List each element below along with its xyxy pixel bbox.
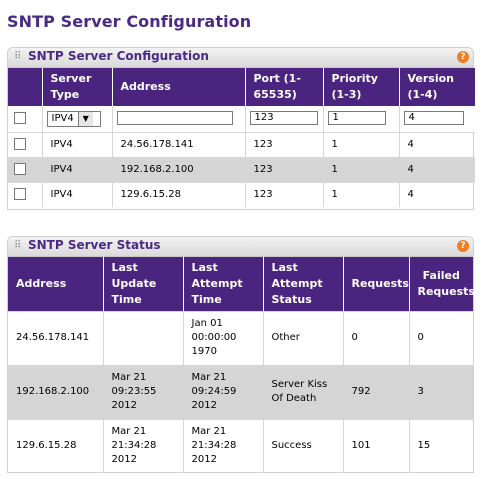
requests-header: Requests bbox=[343, 257, 410, 311]
config-table: Server Type Address Port (1-65535) Prior… bbox=[8, 68, 475, 207]
server-type-header: Server Type bbox=[42, 68, 113, 106]
version-cell: 4 bbox=[399, 156, 475, 182]
select-column-header bbox=[8, 68, 43, 106]
port-header: Port (1-65535) bbox=[245, 68, 324, 106]
address-input[interactable] bbox=[116, 111, 233, 126]
address-cell: 129.6.15.28 bbox=[112, 181, 246, 207]
priority-header: Priority (1-3) bbox=[323, 68, 400, 106]
row-checkbox[interactable] bbox=[14, 162, 26, 175]
last-attempt-cell: Mar 21 09:24:59 2012 bbox=[183, 364, 264, 419]
port-input[interactable]: 123 bbox=[249, 111, 318, 126]
failed-requests-cell: 15 bbox=[409, 418, 473, 473]
table-header-row: Server Type Address Port (1-65535) Prior… bbox=[8, 68, 475, 106]
add-entry-row: IPV4 ▼ 123 1 4 bbox=[8, 106, 475, 132]
priority-cell: 1 bbox=[323, 181, 400, 207]
last-status-cell: Other bbox=[263, 310, 344, 365]
row-checkbox[interactable] bbox=[14, 187, 26, 200]
server-type-cell: IPV4 bbox=[42, 131, 113, 157]
failed-requests-header: Failed Requests bbox=[409, 257, 475, 311]
address-cell: 129.6.15.28 bbox=[8, 418, 104, 473]
priority-cell: 1 bbox=[323, 156, 400, 182]
server-type-cell: IPV4 bbox=[42, 181, 113, 207]
panel-title: SNTP Server Configuration bbox=[28, 49, 209, 63]
last-attempt-cell: Mar 21 21:34:28 2012 bbox=[183, 418, 264, 473]
address-header: Address bbox=[112, 68, 246, 106]
server-type-select[interactable]: IPV4 ▼ bbox=[46, 110, 101, 127]
last-update-cell: Mar 21 21:34:28 2012 bbox=[103, 418, 184, 473]
last-status-cell: Server Kiss Of Death bbox=[263, 364, 344, 419]
table-row[interactable]: IPV4 192.168.2.100 123 1 4 bbox=[8, 156, 475, 182]
last-attempt-cell: Jan 01 00:00:00 1970 bbox=[183, 310, 264, 365]
requests-cell: 0 bbox=[343, 310, 410, 365]
last-update-time-header: Last Update Time bbox=[103, 257, 184, 311]
panel-title: SNTP Server Status bbox=[28, 238, 161, 252]
priority-cell: 1 bbox=[323, 131, 400, 157]
priority-input[interactable]: 1 bbox=[327, 111, 386, 126]
last-update-cell: Mar 21 09:23:55 2012 bbox=[103, 364, 184, 419]
server-type-value: IPV4 bbox=[51, 112, 74, 124]
port-cell: 123 bbox=[245, 156, 324, 182]
version-header: Version (1-4) bbox=[399, 68, 475, 106]
table-row: 129.6.15.28 Mar 21 21:34:28 2012 Mar 21 … bbox=[8, 418, 473, 473]
port-cell: 123 bbox=[245, 181, 324, 207]
address-cell: 192.168.2.100 bbox=[8, 364, 104, 419]
row-checkbox[interactable] bbox=[14, 137, 26, 150]
sntp-status-panel: ⠿ SNTP Server Status ? Address Last Upda… bbox=[7, 236, 475, 473]
chevron-down-icon[interactable]: ▼ bbox=[77, 111, 93, 126]
page-title: SNTP Server Configuration bbox=[7, 12, 252, 31]
panel-header: ⠿ SNTP Server Configuration ? bbox=[8, 48, 473, 68]
port-cell: 123 bbox=[245, 131, 324, 157]
address-header: Address bbox=[8, 257, 104, 311]
failed-requests-cell: 3 bbox=[409, 364, 473, 419]
table-header-row: Address Last Update Time Last Attempt Ti… bbox=[8, 257, 475, 311]
server-type-cell: IPV4 bbox=[42, 156, 113, 182]
address-cell: 24.56.178.141 bbox=[8, 310, 104, 365]
last-attempt-status-header: Last Attempt Status bbox=[263, 257, 344, 311]
version-cell: 4 bbox=[399, 181, 475, 207]
requests-cell: 792 bbox=[343, 364, 410, 419]
version-cell: 4 bbox=[399, 131, 475, 157]
table-row: 24.56.178.141 Jan 01 00:00:00 1970 Other… bbox=[8, 310, 473, 365]
table-row[interactable]: IPV4 129.6.15.28 123 1 4 bbox=[8, 181, 475, 207]
status-table: Address Last Update Time Last Attempt Ti… bbox=[8, 257, 475, 473]
address-cell: 192.168.2.100 bbox=[112, 156, 246, 182]
table-row[interactable]: IPV4 24.56.178.141 123 1 4 bbox=[8, 131, 475, 157]
last-status-cell: Success bbox=[263, 418, 344, 473]
drag-grip-icon[interactable]: ⠿ bbox=[14, 51, 22, 62]
requests-cell: 101 bbox=[343, 418, 410, 473]
panel-header: ⠿ SNTP Server Status ? bbox=[8, 237, 473, 257]
drag-grip-icon[interactable]: ⠿ bbox=[14, 240, 22, 251]
failed-requests-cell: 0 bbox=[409, 310, 473, 365]
last-update-cell bbox=[103, 310, 184, 365]
table-row: 192.168.2.100 Mar 21 09:23:55 2012 Mar 2… bbox=[8, 364, 473, 419]
help-icon[interactable]: ? bbox=[457, 240, 469, 252]
address-cell: 24.56.178.141 bbox=[112, 131, 246, 157]
help-icon[interactable]: ? bbox=[457, 51, 469, 63]
version-input[interactable]: 4 bbox=[403, 111, 464, 126]
last-attempt-time-header: Last Attempt Time bbox=[183, 257, 264, 311]
select-all-checkbox[interactable] bbox=[14, 111, 26, 124]
sntp-config-panel: ⠿ SNTP Server Configuration ? Server Typ… bbox=[7, 47, 475, 210]
